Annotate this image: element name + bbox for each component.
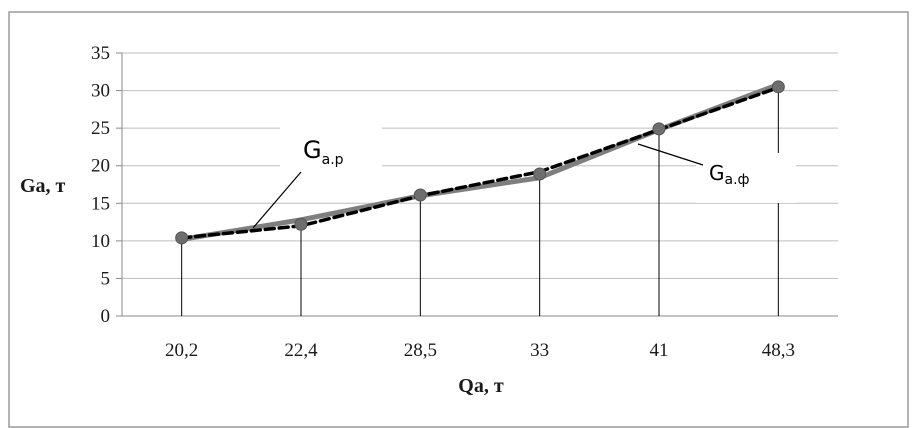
y-tick-labels: 0 5 10 15 20 25 30 35 [91,43,110,327]
annotation-leader-af [637,143,704,166]
gridlines [116,52,838,317]
data-marker [533,167,547,181]
markers-layer [175,80,785,245]
x-tick-label: 41 [650,340,669,361]
y-tick-label: 30 [91,81,110,102]
annotation-label-ar: Gа.р [303,136,344,168]
y-tick-label: 0 [101,306,111,327]
data-marker [175,231,189,245]
drop-lines [181,86,779,316]
annotation-label-af: Gа.ф [709,161,750,188]
x-tick-label: 28,5 [404,340,437,361]
annotation-box-af [696,153,796,203]
data-marker [652,122,666,136]
y-tick-label: 20 [91,156,110,177]
annotation-box-ar [280,127,382,183]
y-tick-label: 25 [91,118,110,139]
series-layer [179,82,781,242]
x-tick-label: 48,3 [762,340,795,361]
x-tick-label: 33 [530,340,549,361]
data-marker [413,188,427,202]
chart-frame [8,11,909,428]
y-tick-label: 10 [91,231,110,252]
x-tick-labels: 20,2 22,4 28,5 33 41 48,3 [165,340,795,361]
x-tick-label: 22,4 [284,340,318,361]
y-tick-label: 35 [91,43,110,64]
y-axis-label: Ga, т [20,175,66,197]
x-axis-label: Qa, т [458,375,504,397]
x-tick-label: 20,2 [165,340,198,361]
data-marker [294,217,308,231]
data-marker [771,80,785,94]
annotation-leader-ar [252,171,302,229]
series-line-af [179,85,781,240]
y-tick-label: 5 [101,268,111,289]
y-tick-label: 15 [91,193,110,214]
